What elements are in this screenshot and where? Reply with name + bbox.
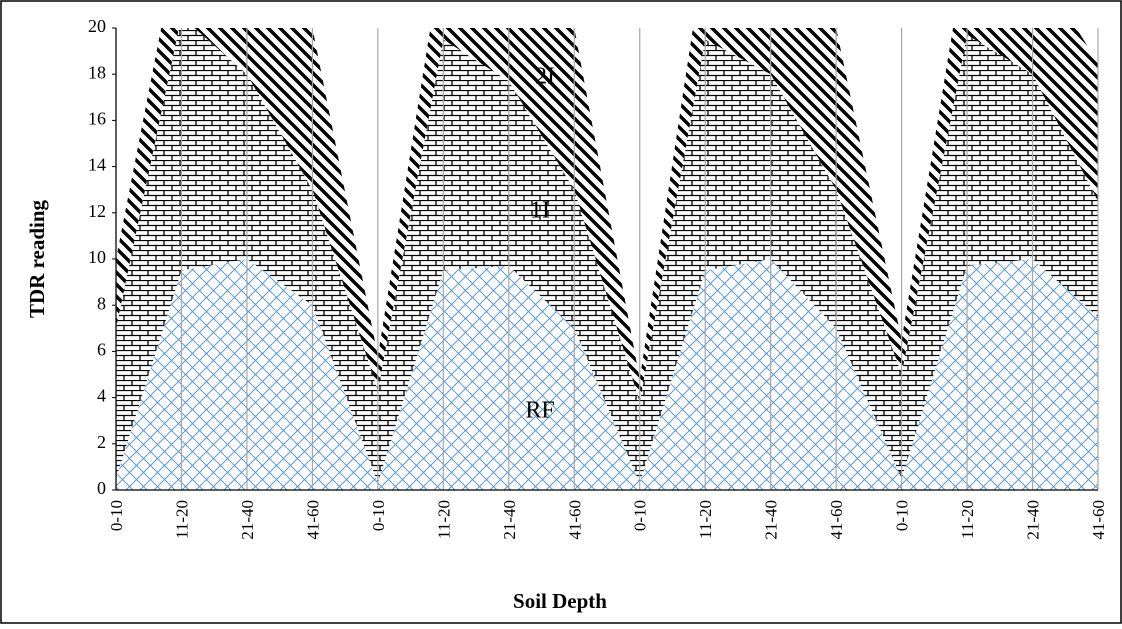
area <box>116 28 1098 403</box>
x-tick-label: 21-40 <box>762 500 781 540</box>
y-tick-label: 14 <box>88 155 106 175</box>
x-tick-label: 0-10 <box>893 500 912 531</box>
x-tick-label: 41-60 <box>303 500 322 540</box>
x-tick-label: 11-20 <box>696 500 715 539</box>
plot-area <box>116 28 1098 490</box>
y-axis-title: TDR reading <box>25 199 49 318</box>
y-tick-label: 20 <box>88 16 106 36</box>
series-label: 2I <box>535 64 555 90</box>
x-tick-label: 21-40 <box>500 500 519 540</box>
y-tick-label: 12 <box>88 201 106 221</box>
x-tick-label: 41-60 <box>565 500 584 540</box>
x-tick-label: 11-20 <box>958 500 977 539</box>
area <box>116 259 1098 490</box>
x-axis-title: Soil Depth <box>513 589 607 613</box>
x-tick-label: 21-40 <box>1024 500 1043 540</box>
y-tick-label: 4 <box>97 386 106 406</box>
x-tick-label: 0-10 <box>369 500 388 531</box>
y-tick-label: 10 <box>88 247 106 267</box>
series-label: 1I <box>530 198 550 224</box>
x-tick-label: 11-20 <box>434 500 453 539</box>
series-label: RF <box>525 398 554 424</box>
y-tick-label: 8 <box>97 293 106 313</box>
y-tick-label: 2 <box>97 432 106 452</box>
x-tick-label: 11-20 <box>172 500 191 539</box>
x-tick-label: 21-40 <box>238 500 257 540</box>
x-tick-label: 0-10 <box>107 500 126 531</box>
y-tick-label: 0 <box>97 478 106 498</box>
x-tick-label: 41-60 <box>827 500 846 540</box>
y-tick-label: 6 <box>97 340 106 360</box>
y-tick-label: 18 <box>88 62 106 82</box>
area <box>116 28 1098 484</box>
y-tick-label: 16 <box>88 109 106 129</box>
x-tick-label: 0-10 <box>631 500 650 531</box>
x-tick-label: 41-60 <box>1089 500 1108 540</box>
